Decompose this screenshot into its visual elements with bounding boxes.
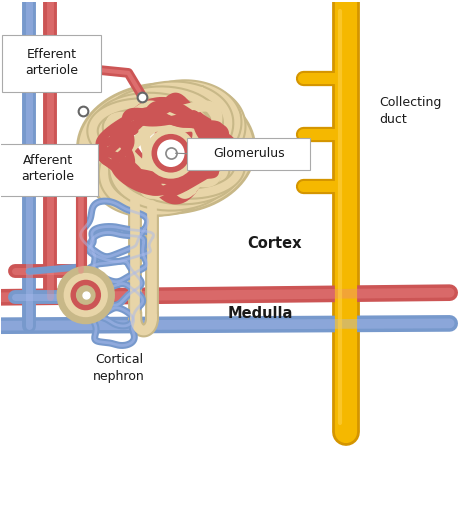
FancyBboxPatch shape (187, 138, 310, 170)
Text: Cortical
nephron: Cortical nephron (93, 354, 145, 383)
Text: Glomerulus: Glomerulus (213, 147, 284, 160)
Text: Medulla: Medulla (228, 307, 293, 322)
Text: Afferent
arteriole: Afferent arteriole (21, 154, 74, 183)
FancyBboxPatch shape (0, 144, 98, 196)
Text: Efferent
arteriole: Efferent arteriole (25, 48, 78, 77)
Text: Collecting
duct: Collecting duct (379, 96, 441, 126)
Circle shape (150, 132, 192, 175)
FancyBboxPatch shape (2, 35, 101, 92)
Text: Cortex: Cortex (247, 235, 302, 250)
